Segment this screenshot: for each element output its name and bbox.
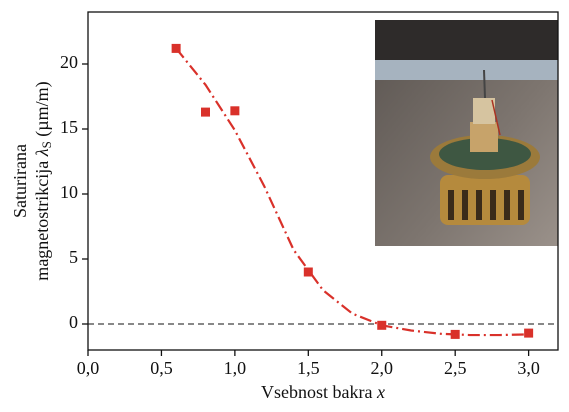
x-label-text: Vsebnost bakra xyxy=(261,382,372,402)
x-axis-label: Vsebnost bakra x xyxy=(261,382,385,402)
plot-frame xyxy=(87,11,559,351)
data-point xyxy=(450,329,460,339)
y-label-subscript: S xyxy=(39,141,54,148)
x-tick-label: 3,0 xyxy=(517,358,540,378)
data-point xyxy=(201,107,210,117)
y-tick-label: 15 xyxy=(60,117,78,137)
data-point xyxy=(303,267,313,277)
x-tick-label: 0,5 xyxy=(150,358,173,378)
x-tick-label: 2,0 xyxy=(371,358,394,378)
y-label-unit: (µm/m) xyxy=(32,81,53,136)
fit-line xyxy=(175,47,529,337)
data-point xyxy=(524,328,534,338)
x-tick-label: 2,5 xyxy=(444,358,467,378)
y-tick-label: 20 xyxy=(60,52,78,72)
y-axis-label: Saturirana xyxy=(10,144,30,218)
data-point xyxy=(171,43,181,53)
y-tick-label: 0 xyxy=(69,312,78,332)
x-tick-label: 1,0 xyxy=(224,358,247,378)
inset-photo xyxy=(375,20,558,246)
y-axis-label: magnetostrikcija λS (µm/m) xyxy=(32,81,56,280)
x-label-symbol: x xyxy=(376,382,385,402)
y-tick-label: 5 xyxy=(69,247,78,267)
y-label-symbol: λ xyxy=(32,148,52,157)
data-point xyxy=(230,106,240,116)
x-tick-label: 0,0 xyxy=(77,358,100,378)
y-tick-label: 10 xyxy=(60,182,78,202)
data-point xyxy=(377,320,387,330)
x-tick-label: 1,5 xyxy=(297,358,320,378)
y-label-prefix: magnetostrikcija xyxy=(32,161,52,281)
